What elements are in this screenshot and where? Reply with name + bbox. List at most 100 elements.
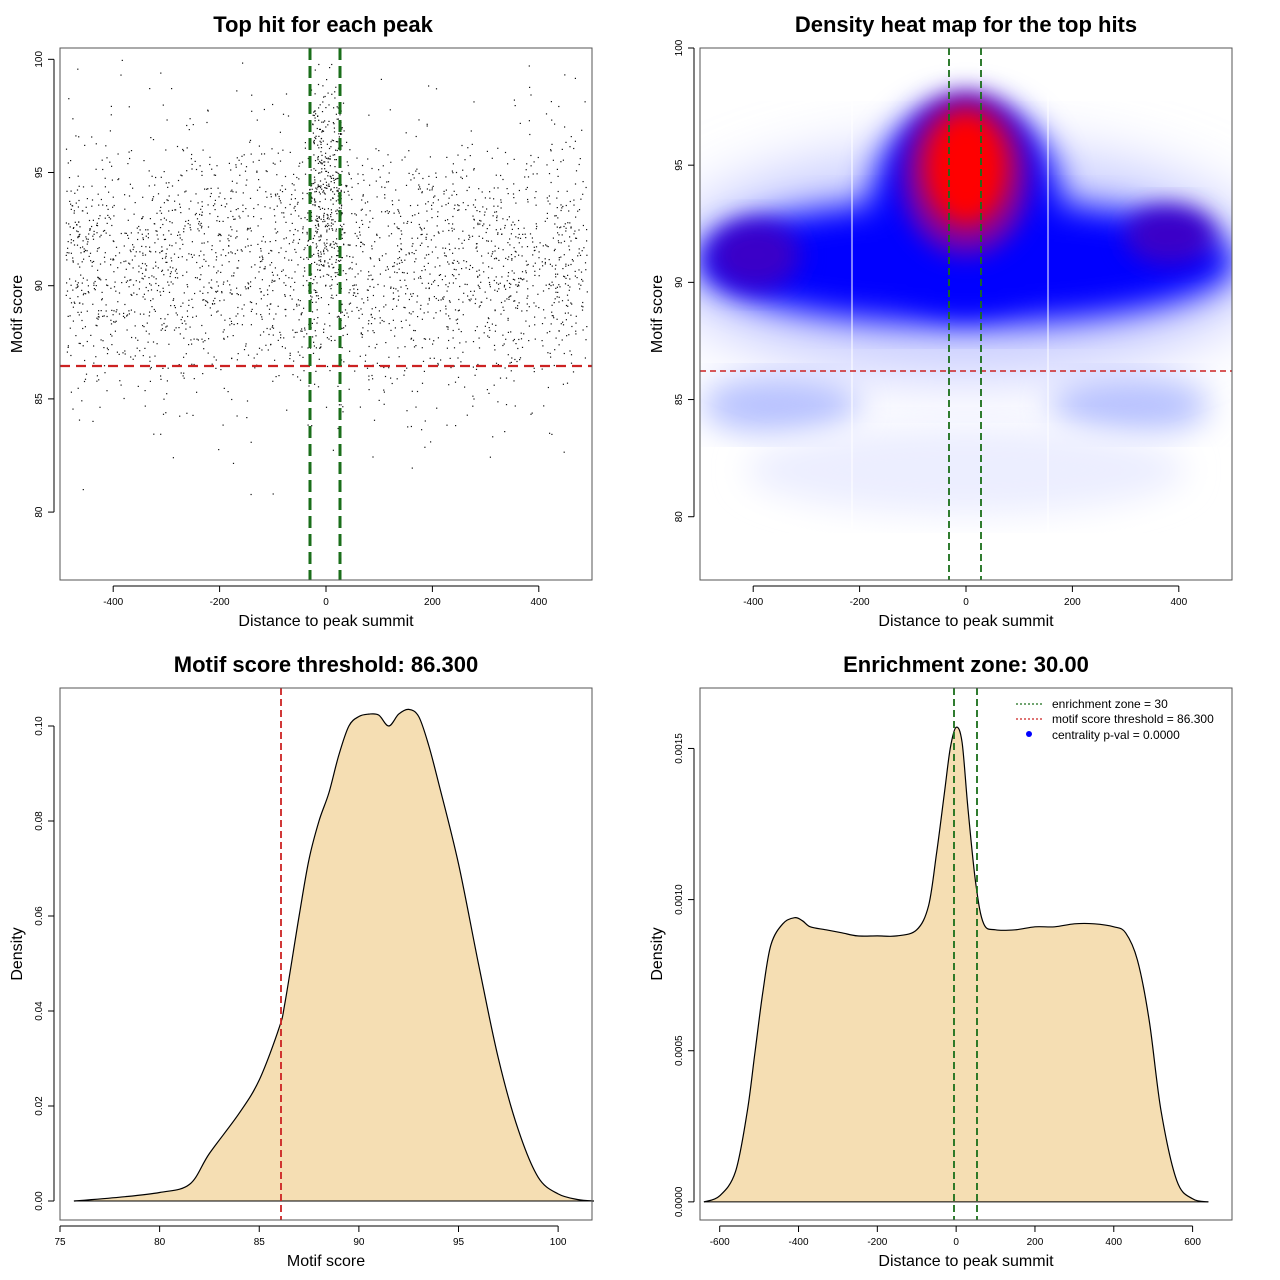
scatter-point [361, 208, 363, 210]
scatter-point [190, 339, 192, 341]
scatter-point [355, 245, 357, 247]
scatter-point [113, 321, 115, 323]
scatter-point [157, 193, 160, 195]
scatter-point [212, 303, 214, 305]
scatter-point [246, 229, 248, 231]
scatter-point [493, 384, 495, 386]
scatter-point [362, 195, 364, 197]
scatter-point [514, 300, 516, 302]
scatter-point [396, 272, 398, 274]
scatter-point [194, 214, 196, 216]
scatter-point [72, 408, 74, 410]
scatter-point [582, 224, 584, 227]
scatter-point [554, 223, 556, 225]
scatter-point [227, 252, 230, 254]
scatter-point [232, 191, 234, 193]
scatter-point [70, 190, 72, 192]
scatter-point [552, 237, 554, 239]
scatter-point [77, 282, 79, 284]
scatter-point [542, 245, 544, 247]
scatter-point [501, 233, 503, 235]
scatter-point [336, 283, 338, 285]
scatter-point [544, 220, 546, 222]
scatter-point [245, 343, 247, 345]
scatter-point [155, 230, 157, 232]
scatter-point [497, 364, 499, 366]
scatter-point [340, 133, 342, 135]
scatter-point [201, 174, 203, 176]
scatter-point [434, 195, 436, 197]
scatter-point [343, 232, 345, 234]
scatter-point [136, 227, 138, 229]
scatter-point [100, 198, 102, 201]
scatter-point [311, 425, 313, 427]
scatter-point [520, 332, 522, 334]
scatter-point [118, 313, 121, 315]
scatter-point [521, 346, 524, 348]
scatter-point [581, 250, 583, 252]
scatter-point [372, 217, 374, 219]
scatter-point [555, 287, 557, 289]
scatter-point [477, 275, 479, 277]
scatter-point [383, 389, 385, 391]
scatter-point [340, 205, 343, 207]
scatter-point [314, 69, 316, 71]
scatter-point [385, 269, 387, 271]
scatter-point [426, 220, 428, 222]
scatter-point [435, 172, 437, 174]
scatter-point [256, 353, 258, 355]
scatter-point [408, 150, 410, 152]
scatter-point [558, 234, 560, 236]
scatter-point [296, 203, 299, 205]
scatter-point [314, 383, 316, 385]
scatter-point [228, 245, 230, 247]
distance-density-axes: -600 -400 -200 0 200 400 6000.00000.00050.0010… [674, 733, 1201, 1248]
scatter-point [362, 243, 364, 245]
scatter-point [232, 462, 235, 464]
scatter-point [319, 162, 321, 164]
scatter-point [315, 138, 317, 140]
scatter-point [313, 143, 315, 145]
scatter-point [367, 201, 369, 203]
scatter-point [466, 189, 468, 192]
scatter-point [328, 218, 330, 220]
scatter-point [336, 149, 338, 152]
scatter-point [479, 211, 481, 213]
scatter-point [76, 284, 78, 286]
scatter-point [518, 277, 520, 280]
scatter-point [88, 219, 91, 222]
scatter-point [318, 63, 320, 66]
scatter-point [92, 238, 95, 240]
scatter-point [526, 186, 528, 189]
scatter-point [419, 186, 421, 188]
scatter-point [356, 235, 358, 237]
scatter-point [553, 250, 555, 252]
scatter-point [252, 161, 254, 163]
scatter-point [144, 390, 146, 392]
scatter-point [410, 313, 412, 315]
scatter-point [320, 218, 322, 220]
scatter-point [326, 337, 328, 339]
scatter-point [207, 204, 209, 206]
scatter-point [286, 409, 288, 411]
scatter-point [462, 301, 464, 303]
scatter-point [162, 104, 164, 106]
scatter-point [186, 147, 188, 149]
scatter-point [341, 327, 343, 329]
scatter-point [496, 217, 498, 219]
scatter-point [362, 251, 364, 253]
scatter-point [185, 353, 187, 355]
scatter-point [321, 188, 323, 190]
scatter-point [495, 174, 497, 176]
scatter-point [570, 226, 572, 228]
scatter-point [374, 318, 376, 320]
scatter-point [533, 302, 535, 304]
scatter-point [162, 234, 165, 236]
scatter-point [105, 310, 107, 312]
scatter-point [433, 340, 435, 342]
scatter-point [141, 272, 144, 275]
scatter-point [141, 218, 143, 220]
scatter-point [471, 143, 473, 145]
scatter-point [310, 277, 312, 280]
scatter-point [121, 282, 123, 284]
